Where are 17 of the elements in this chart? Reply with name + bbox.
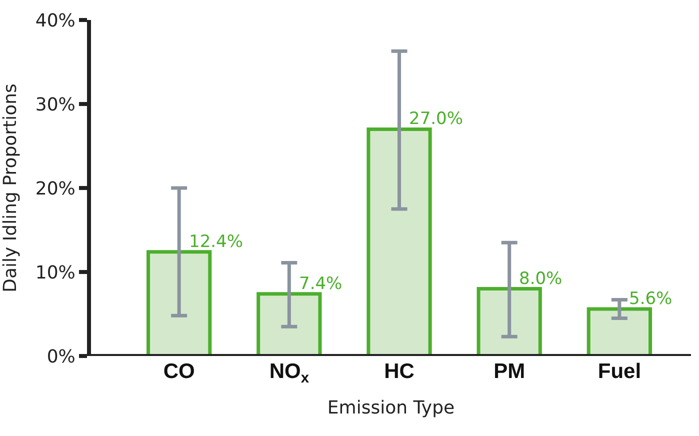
y-tick-label: 30% xyxy=(35,94,76,116)
y-tick-label: 10% xyxy=(35,262,76,284)
x-tick-label: NO$_{x}$ xyxy=(269,360,310,386)
x-axis-title: Emission Type xyxy=(327,398,455,419)
y-axis-title: Daily Idling Proportions xyxy=(0,84,22,292)
x-tick-label: HC xyxy=(384,360,414,383)
data-label: 12.4% xyxy=(189,232,244,252)
data-label: 8.0% xyxy=(519,269,562,289)
y-tick-label: 20% xyxy=(35,178,76,200)
y-tick-label: 0% xyxy=(46,346,76,368)
y-tick-label: 40% xyxy=(35,10,76,32)
x-tick-label: PM xyxy=(494,360,526,383)
x-tick-label: CO xyxy=(163,360,195,383)
x-tick-label: Fuel xyxy=(598,360,642,383)
data-label: 27.0% xyxy=(409,109,464,129)
data-label: 5.6% xyxy=(629,289,672,309)
data-label: 7.4% xyxy=(299,274,342,294)
